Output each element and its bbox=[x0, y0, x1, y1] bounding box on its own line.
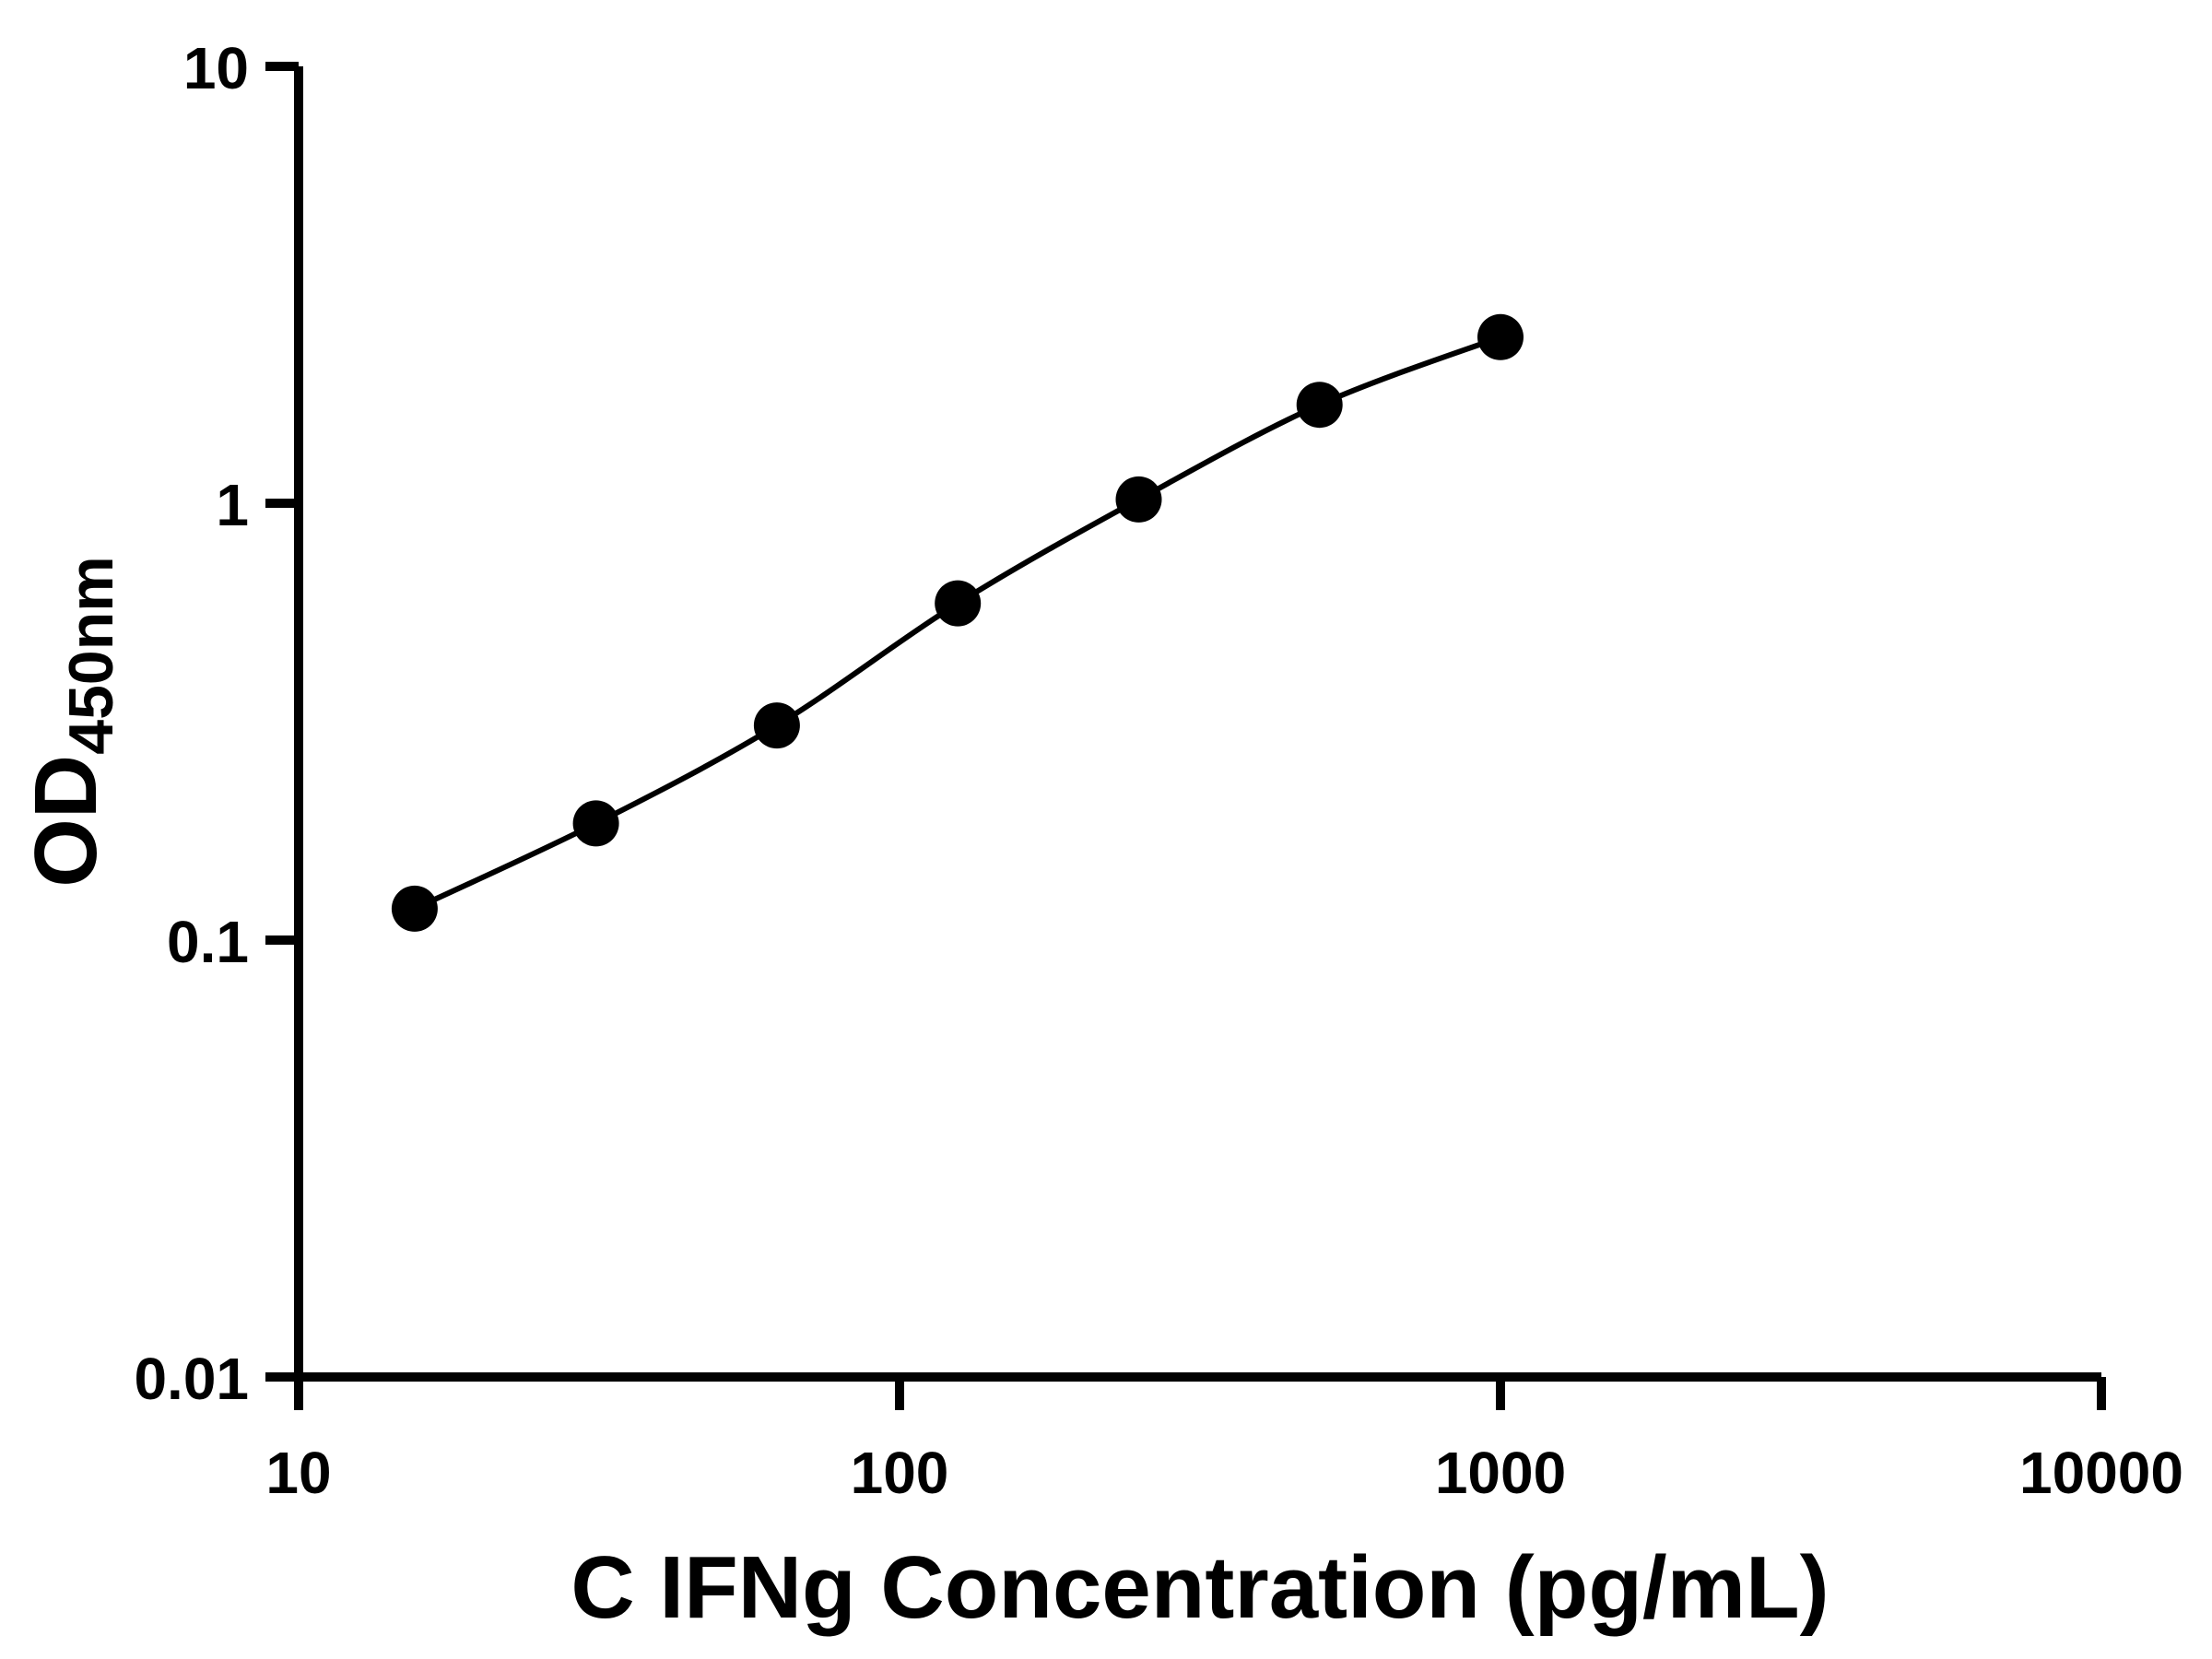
y-tick-label: 10 bbox=[183, 35, 249, 101]
data-point-marker bbox=[391, 885, 438, 932]
data-point-marker bbox=[1477, 313, 1524, 360]
y-axis-title-sub: 450nm bbox=[56, 556, 126, 754]
y-axis-title: OD450nm bbox=[17, 556, 126, 887]
x-tick-label: 100 bbox=[851, 1440, 949, 1506]
data-point-marker bbox=[753, 702, 800, 749]
x-tick-label: 10000 bbox=[2019, 1440, 2183, 1506]
x-tick-label: 1000 bbox=[1435, 1440, 1566, 1506]
data-point-marker bbox=[935, 580, 982, 627]
data-point-marker bbox=[1296, 382, 1343, 429]
series-ifng-standard-curve bbox=[391, 313, 1524, 932]
y-tick-label: 0.1 bbox=[167, 909, 249, 975]
data-point-marker bbox=[572, 800, 619, 847]
y-tick-label: 0.01 bbox=[134, 1346, 249, 1412]
x-axis-title: C IFNg Concentration (pg/mL) bbox=[571, 1538, 1829, 1637]
y-axis-title-main: OD bbox=[17, 755, 115, 888]
axis-spines bbox=[294, 66, 2101, 1382]
x-tick-label: 10 bbox=[265, 1440, 331, 1506]
data-point-marker bbox=[1115, 476, 1162, 523]
y-tick-label: 1 bbox=[216, 472, 249, 538]
